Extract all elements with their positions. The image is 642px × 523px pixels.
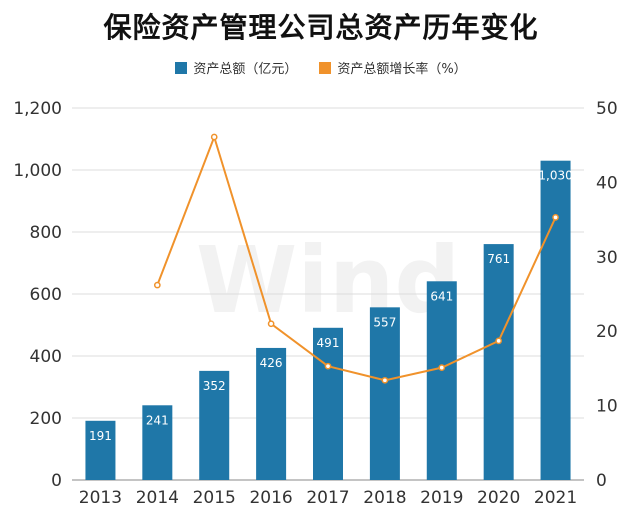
growth-rate-point [324,362,332,370]
bar-value-label: 641 [430,289,453,303]
y-right-tick-label: 40 [596,173,618,193]
chart-title: 保险资产管理公司总资产历年变化 [103,11,539,44]
y-right-tick-label: 30 [596,248,618,268]
bar-value-label: 1,030 [538,169,572,183]
y-left-tick-label: 1,200 [13,99,62,119]
growth-rate-point [495,337,503,345]
y-right-tick-label: 20 [596,322,618,342]
bar-value-label: 426 [260,356,283,370]
y-left-tick-label: 1,000 [13,161,62,181]
y-left-tick-label: 200 [30,409,62,429]
y-left-tick-label: 400 [30,347,62,367]
bar [426,281,457,480]
watermark: Wind [196,227,460,334]
bar [85,420,116,480]
y-left-tick-label: 0 [51,471,62,491]
bar [313,327,343,480]
bar-value-label: 557 [373,315,396,329]
x-tick-label: 2015 [193,488,236,508]
bar [256,347,287,480]
x-tick-label: 2016 [249,488,292,508]
legend-label-bar: 资产总额（亿元） [193,62,298,77]
bar-value-label: 241 [146,413,169,427]
growth-rate-point [210,133,218,141]
legend-label-line: 资产总额增长率（%） [337,62,467,77]
bar-value-label: 352 [203,379,226,393]
y-right-tick-label: 10 [596,397,618,417]
x-tick-label: 2014 [136,488,179,508]
legend-swatch-line [319,61,332,74]
legend-swatch-bar [175,61,188,74]
y-right-tick-label: 0 [596,471,607,491]
y-left-tick-label: 800 [30,223,62,243]
x-tick-label: 2018 [363,488,406,508]
bar [369,307,400,480]
x-tick-label: 2021 [534,488,577,508]
bar [540,160,571,480]
growth-rate-point [552,214,559,221]
bar-value-label: 761 [487,252,510,266]
x-tick-label: 2020 [477,488,520,508]
bar [483,244,514,480]
growth-rate-line [156,133,557,382]
growth-rate-point [267,320,275,328]
bar-value-label: 491 [317,336,340,350]
x-tick-label: 2019 [420,488,463,508]
bar [199,370,230,480]
bar [142,405,173,480]
bar-value-label: 191 [89,429,112,443]
legend-item-line: 资产总额增长率（%） [319,58,467,77]
growth-rate-point [381,376,389,384]
growth-rate-point [438,364,446,372]
y-right-tick-label: 50 [596,99,618,119]
legend: 资产总额（亿元） 资产总额增长率（%） [0,58,642,77]
y-left-tick-label: 600 [30,285,62,305]
x-tick-label: 2017 [306,488,349,508]
legend-item-bar: 资产总额（亿元） [175,58,297,77]
x-tick-label: 2013 [79,488,122,508]
growth-rate-point [153,281,161,289]
